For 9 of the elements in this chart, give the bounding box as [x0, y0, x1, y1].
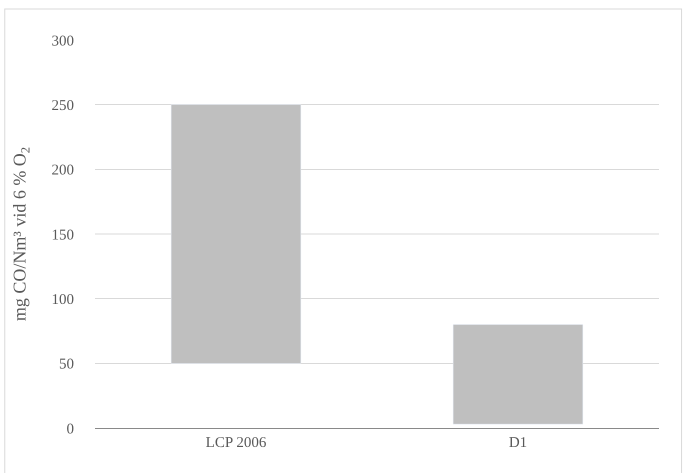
y-tick-label: 0	[66, 421, 74, 438]
y-tick-label: 100	[52, 292, 74, 308]
x-tick-label: LCP 2006	[206, 435, 267, 451]
x-tick-label: D1	[508, 435, 528, 451]
y-tick-label: 150	[52, 227, 74, 244]
y-tick-label: 50	[59, 356, 74, 373]
y-tick-label: 300	[52, 33, 74, 50]
y-tick-label: 250	[52, 98, 74, 114]
y-tick-label: 200	[52, 162, 74, 179]
